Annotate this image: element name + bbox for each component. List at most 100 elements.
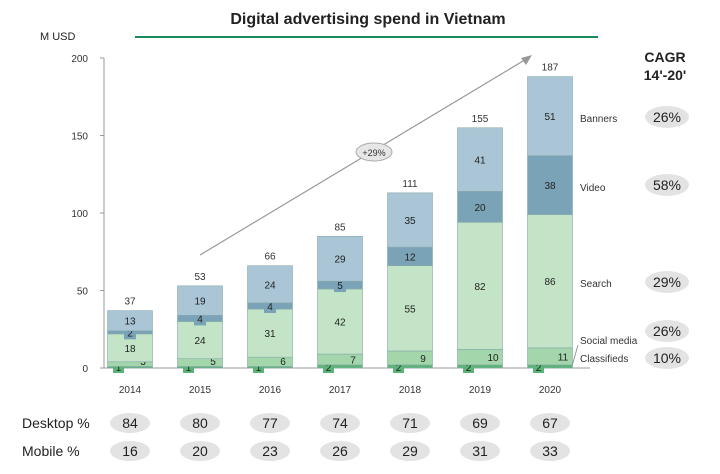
data-label: 41 bbox=[474, 156, 486, 167]
desktop-value: 84 bbox=[122, 415, 138, 431]
mobile-value: 29 bbox=[402, 443, 418, 459]
classifieds-label-box bbox=[183, 361, 194, 373]
classifieds-label-box bbox=[323, 361, 334, 373]
mobile-value: 26 bbox=[332, 443, 348, 459]
legend-label-video: Video bbox=[580, 183, 606, 194]
bar-segment-banners bbox=[387, 192, 433, 248]
desktop-value: 69 bbox=[472, 415, 488, 431]
bar-segment-search bbox=[457, 222, 503, 350]
classifieds-label-box bbox=[463, 361, 474, 373]
data-label: 9 bbox=[420, 354, 426, 365]
data-label: 31 bbox=[264, 329, 276, 340]
data-label: 29 bbox=[334, 255, 346, 266]
desktop-value: 74 bbox=[332, 415, 348, 431]
data-label: 86 bbox=[544, 277, 556, 288]
desktop-pill bbox=[110, 413, 150, 433]
x-tick-label: 2018 bbox=[399, 385, 422, 396]
data-label: 35 bbox=[404, 216, 416, 227]
data-label: 19 bbox=[194, 297, 206, 308]
y-tick-label: 100 bbox=[71, 209, 88, 220]
desktop-pill bbox=[460, 413, 500, 433]
total-label: 53 bbox=[194, 272, 206, 283]
bar-segment-banners bbox=[247, 265, 293, 304]
bar-segment-banners bbox=[107, 310, 153, 332]
legend-label-search: Search bbox=[580, 279, 612, 290]
mobile-value: 23 bbox=[262, 443, 278, 459]
y-tick-label: 200 bbox=[71, 54, 88, 65]
mobile-row-label: Mobile % bbox=[22, 443, 80, 459]
data-label: 2 bbox=[466, 363, 472, 374]
total-label: 111 bbox=[402, 179, 418, 190]
legend-label-social-media: Social media bbox=[580, 336, 638, 347]
mobile-pill bbox=[180, 441, 220, 461]
cagr-pill bbox=[645, 174, 689, 196]
classifieds-label-box bbox=[393, 361, 404, 373]
mobile-value: 31 bbox=[472, 443, 488, 459]
total-label: 37 bbox=[124, 297, 136, 308]
x-tick-label: 2014 bbox=[119, 385, 142, 396]
data-label: 2 bbox=[326, 363, 332, 374]
x-tick-label: 2020 bbox=[539, 385, 562, 396]
cagr-header: CAGR bbox=[644, 49, 685, 65]
total-label: 155 bbox=[472, 114, 489, 125]
cagr-header-period: 14'-20' bbox=[644, 67, 686, 83]
cagr-pill bbox=[645, 106, 689, 128]
cagr-pill bbox=[645, 347, 689, 369]
legend-label-classifieds: Classifieds bbox=[580, 354, 628, 365]
mobile-pill bbox=[110, 441, 150, 461]
mobile-pill bbox=[460, 441, 500, 461]
bar-segment-search bbox=[247, 308, 293, 358]
classifieds-label-box bbox=[113, 361, 124, 373]
cagr-value: 10% bbox=[653, 350, 681, 366]
mobile-value: 16 bbox=[122, 443, 138, 459]
video-label-box bbox=[334, 278, 346, 293]
data-label: 24 bbox=[264, 280, 276, 291]
data-label: 38 bbox=[544, 181, 556, 192]
desktop-pill bbox=[320, 413, 360, 433]
data-label: 2 bbox=[536, 363, 542, 374]
desktop-row-label: Desktop % bbox=[22, 415, 90, 431]
desktop-value: 80 bbox=[192, 415, 208, 431]
mobile-pill bbox=[390, 441, 430, 461]
total-label: 187 bbox=[542, 63, 559, 74]
trend-arrowhead bbox=[521, 55, 532, 65]
trend-badge bbox=[355, 142, 393, 162]
cagr-value: 29% bbox=[653, 274, 681, 290]
desktop-pill bbox=[390, 413, 430, 433]
desktop-pill bbox=[250, 413, 290, 433]
cagr-value: 26% bbox=[653, 109, 681, 125]
data-label: 13 bbox=[124, 317, 136, 328]
y-tick-label: 50 bbox=[77, 287, 89, 298]
data-label: 5 bbox=[337, 281, 343, 292]
data-label: 5 bbox=[210, 357, 216, 368]
cagr-value: 26% bbox=[653, 323, 681, 339]
y-tick-label: 0 bbox=[82, 364, 88, 375]
trend-label: +29% bbox=[362, 148, 385, 158]
data-label: 18 bbox=[124, 344, 136, 355]
data-label: 1 bbox=[256, 363, 262, 374]
data-label: 11 bbox=[558, 352, 569, 363]
data-label: 12 bbox=[404, 252, 416, 263]
data-label: 82 bbox=[474, 282, 486, 293]
data-label: 55 bbox=[404, 304, 416, 315]
desktop-value: 71 bbox=[402, 415, 418, 431]
bar-segment-banners bbox=[177, 285, 223, 316]
classifieds-label-box bbox=[533, 361, 544, 373]
bar-segment-video bbox=[457, 191, 503, 223]
data-label: 7 bbox=[350, 355, 356, 366]
chart-title: Digital advertising spend in Vietnam bbox=[230, 11, 505, 28]
data-label: 4 bbox=[197, 314, 203, 325]
data-label: 51 bbox=[544, 112, 556, 123]
bar-segment-banners bbox=[317, 235, 363, 282]
data-label: 10 bbox=[487, 353, 499, 364]
desktop-value: 67 bbox=[542, 415, 558, 431]
cagr-pill bbox=[645, 271, 689, 293]
legend-label-banners: Banners bbox=[580, 114, 617, 125]
legend-leader bbox=[571, 344, 579, 367]
data-label: 24 bbox=[194, 336, 206, 347]
data-label: 4 bbox=[267, 302, 273, 313]
x-tick-label: 2019 bbox=[469, 385, 492, 396]
desktop-pill bbox=[180, 413, 220, 433]
